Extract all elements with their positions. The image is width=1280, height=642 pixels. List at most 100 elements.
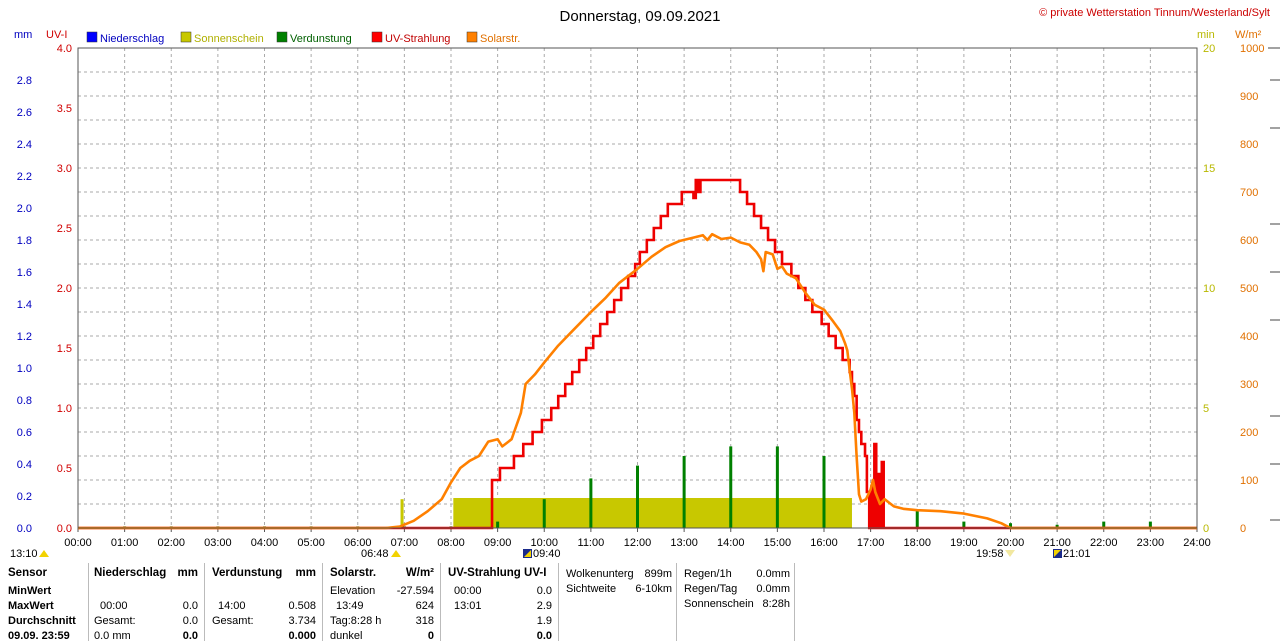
regen-1h-val: 0.0mm bbox=[756, 568, 790, 580]
moon-left-time: 13:10 bbox=[10, 548, 38, 560]
x-tick-label: 00:00 bbox=[64, 537, 92, 549]
stats-niederschlag: Niederschlag mm 00:00 0.0 Gesamt: 0.0 0.… bbox=[88, 563, 204, 642]
separator bbox=[794, 563, 795, 641]
sunset-marker-icon bbox=[1005, 550, 1015, 557]
separator bbox=[204, 563, 205, 641]
weather-chart: Donnerstag, 09.09.2021 © private Wetters… bbox=[10, 7, 1280, 560]
niederschlag-last-label: 0.0 mm bbox=[94, 630, 131, 642]
x-tick-label: 05:00 bbox=[297, 537, 325, 549]
wm2-axis-label: W/m² bbox=[1235, 29, 1262, 41]
uv-tick-label: 0.0 bbox=[57, 523, 72, 535]
stats-solar: Solarstr. W/m² Elevation -27.594 13:49 6… bbox=[322, 563, 440, 642]
regen-tag-label: Regen/Tag bbox=[684, 583, 738, 595]
x-tick-label: 22:00 bbox=[1090, 537, 1118, 549]
sichtweite-val: 6-10km bbox=[635, 583, 672, 595]
series-layer bbox=[78, 178, 1197, 530]
x-tick-label: 18:00 bbox=[903, 537, 931, 549]
moonrise-time: 09:40 bbox=[533, 548, 561, 560]
sunshine-block bbox=[453, 498, 852, 528]
wolken-val: 899m bbox=[644, 568, 672, 580]
separator bbox=[88, 563, 89, 641]
regen-1h-label: Regen/1h bbox=[684, 568, 732, 580]
separator bbox=[558, 563, 559, 641]
min-tick-label: 5 bbox=[1203, 403, 1209, 415]
legend-swatch-4 bbox=[466, 31, 478, 43]
mm-tick-label: 2.4 bbox=[17, 139, 32, 151]
right-edge-marks bbox=[1268, 47, 1280, 521]
mm-tick-label: 2.6 bbox=[17, 107, 32, 119]
solar-elevation-val: -27.594 bbox=[396, 585, 434, 597]
niederschlag-total-val: 0.0 bbox=[182, 615, 198, 627]
uv-axis-label: UV-I bbox=[46, 29, 67, 41]
legend-label-0: Niederschlag bbox=[100, 33, 164, 45]
row-date: 09.09. 23:59 bbox=[8, 630, 70, 642]
sonnenschein-label: Sonnenschein bbox=[684, 598, 754, 610]
mm-tick-label: 1.0 bbox=[17, 363, 32, 375]
verdunstung-spike bbox=[729, 446, 733, 528]
below-axis-events: 13:10 06:48 09:40 19:58 21:01 bbox=[10, 548, 1091, 560]
solar-header: Solarstr. bbox=[330, 567, 377, 579]
stats-sensor: Sensor MinWert MaxWert Durchschnitt 09.0… bbox=[0, 563, 88, 642]
verdunstung-spike bbox=[822, 456, 826, 528]
verdunstung-spike bbox=[636, 465, 639, 528]
solar-dark-label: dunkel bbox=[330, 630, 363, 642]
x-tick-label: 11:00 bbox=[578, 537, 605, 549]
x-tick-label: 08:00 bbox=[437, 537, 465, 549]
sonnenschein-val: 8:28h bbox=[762, 598, 790, 610]
uv-min-time: 00:00 bbox=[454, 585, 482, 597]
verdunstung-last-val: 0.000 bbox=[288, 630, 316, 642]
moonset-time: 21:01 bbox=[1063, 548, 1091, 560]
niederschlag-total-label: Gesamt: bbox=[94, 615, 136, 627]
uv-tick-label: 3.0 bbox=[57, 163, 72, 175]
verdunstung-max-time: 14:00 bbox=[218, 600, 246, 612]
mm-tick-label: 2.2 bbox=[17, 171, 32, 183]
solar-avg-val: 318 bbox=[415, 615, 434, 627]
stats-wolken: Wolkenunterg 899m Sichtweite 6-10km bbox=[558, 563, 676, 641]
uv-avg-val: 1.9 bbox=[536, 615, 552, 627]
mm-axis-label: mm bbox=[14, 29, 32, 41]
x-tick-label: 19:00 bbox=[950, 537, 978, 549]
separator bbox=[440, 563, 441, 641]
sunrise-marker-icon bbox=[391, 550, 401, 557]
axis-ticks: 0.0 0.2 0.4 0.6 0.8 1.0 1.2 1.4 1.6 1.8 2.0 2.2 2.4 2… bbox=[17, 43, 1265, 549]
mm-tick-label: 0.2 bbox=[17, 491, 32, 503]
verdunstung-total-val: 3.734 bbox=[288, 615, 316, 627]
verdunstung-spike bbox=[542, 499, 546, 528]
verdunstung-spike bbox=[1055, 524, 1059, 528]
x-tick-label: 03:00 bbox=[204, 537, 232, 549]
verdunstung-spike bbox=[775, 446, 779, 528]
min-tick-label: 0 bbox=[1203, 523, 1209, 535]
niederschlag-last-val: 0.0 bbox=[182, 630, 198, 642]
x-tick-label: 04:00 bbox=[251, 537, 279, 549]
mm-tick-label: 1.4 bbox=[17, 299, 32, 311]
legend-swatch-0 bbox=[86, 31, 98, 43]
x-tick-label: 15:00 bbox=[764, 537, 792, 549]
niederschlag-header: Niederschlag bbox=[94, 567, 167, 579]
uv-tick-label: 3.5 bbox=[57, 103, 72, 115]
wm2-tick-label: 500 bbox=[1240, 283, 1258, 295]
uv-header: UV-Strahlung UV-I bbox=[448, 567, 547, 579]
x-tick-label: 07:00 bbox=[391, 537, 419, 549]
legend: Niederschlag Sonnenschein Verdunstung UV-St… bbox=[86, 31, 520, 45]
uv-last-val: 0.0 bbox=[536, 630, 552, 642]
mm-tick-label: 2.8 bbox=[17, 75, 32, 87]
solar-unit: W/m² bbox=[405, 567, 434, 579]
sichtweite-label: Sichtweite bbox=[566, 583, 617, 595]
uv-max-val: 2.9 bbox=[536, 600, 552, 612]
mm-tick-label: 0.8 bbox=[17, 395, 32, 407]
uv-tick-label: 1.5 bbox=[57, 343, 72, 355]
mm-tick-label: 0.4 bbox=[17, 459, 32, 471]
wm2-tick-label: 0 bbox=[1240, 523, 1246, 535]
x-tick-label: 10:00 bbox=[530, 537, 558, 549]
verdunstung-spike bbox=[1009, 523, 1012, 528]
solar-max-val: 624 bbox=[415, 600, 434, 612]
x-tick-label: 12:00 bbox=[624, 537, 652, 549]
stats-uv: UV-Strahlung UV-I 00:00 0.0 13:01 2.9 1.… bbox=[440, 563, 558, 642]
solar-elevation-label: Elevation bbox=[330, 585, 376, 597]
solar-max-time: 13:49 bbox=[336, 600, 364, 612]
legend-label-4: Solarstr. bbox=[480, 33, 520, 45]
legend-label-2: Verdunstung bbox=[290, 33, 352, 45]
mm-tick-label: 1.8 bbox=[17, 235, 32, 247]
x-tick-label: 23:00 bbox=[1137, 537, 1165, 549]
x-tick-label: 06:00 bbox=[344, 537, 372, 549]
